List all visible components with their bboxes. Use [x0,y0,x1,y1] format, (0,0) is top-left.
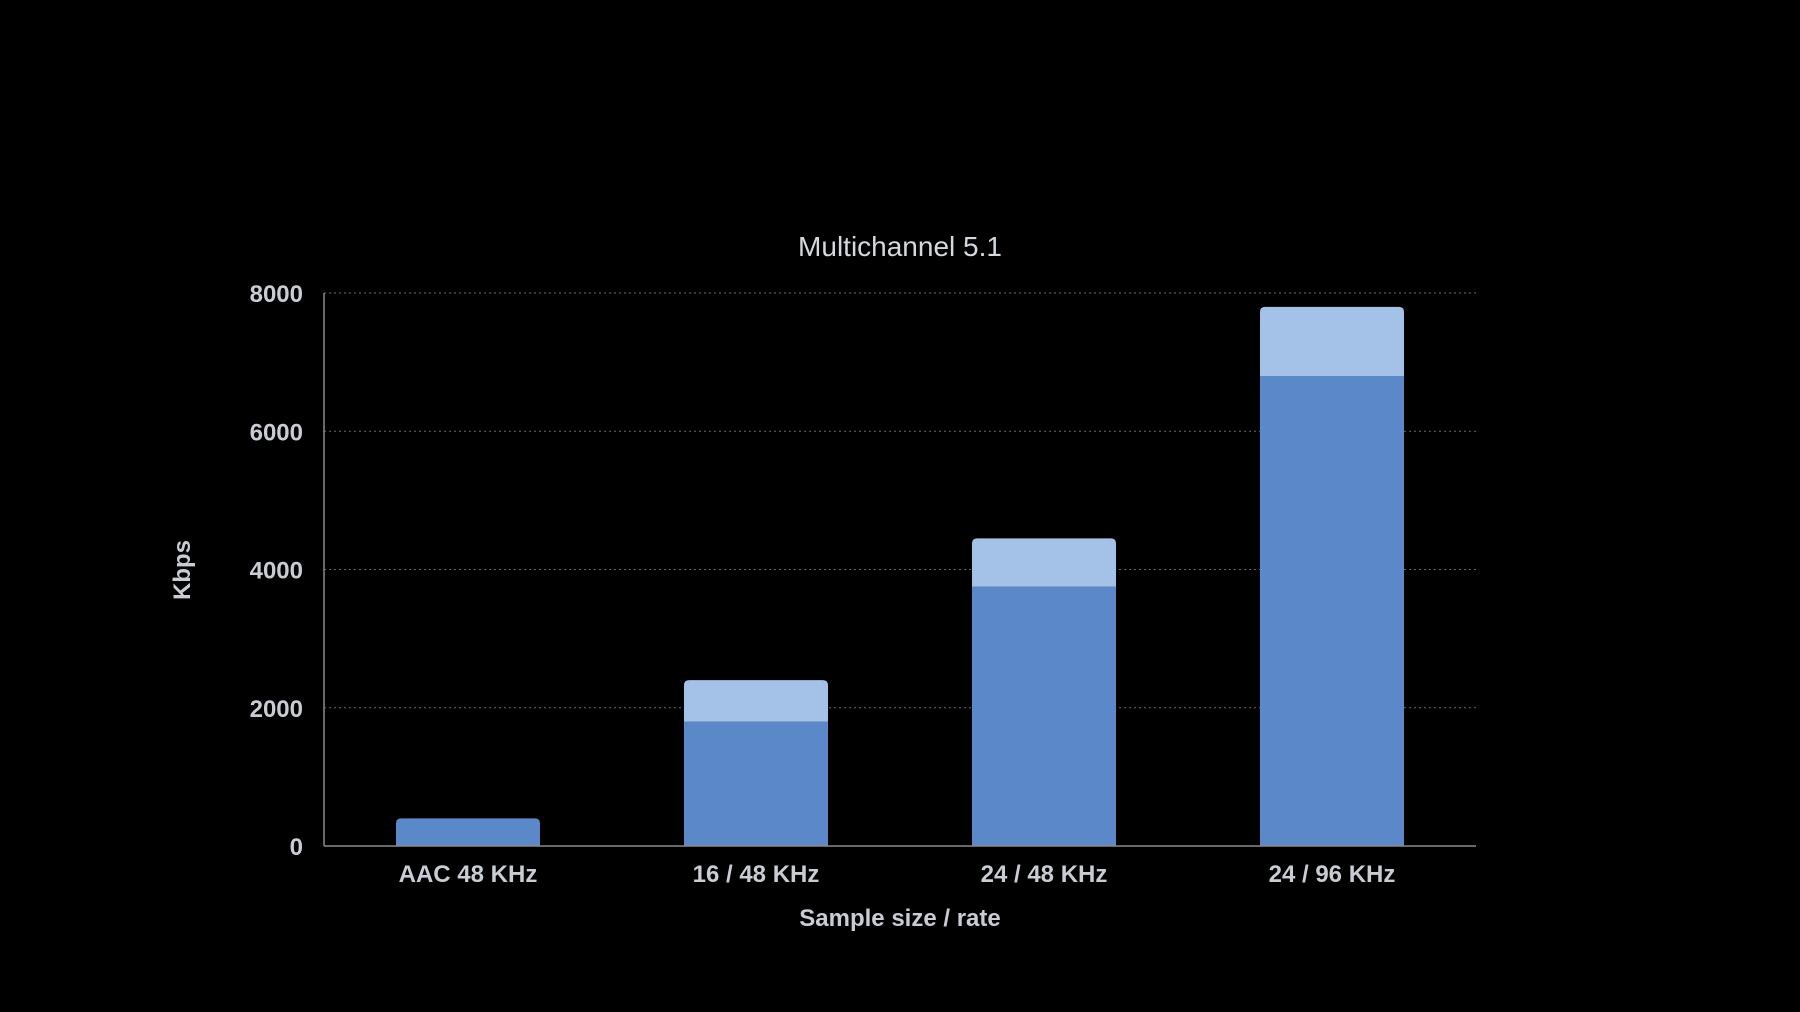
y-tick-label: 6000 [250,419,303,446]
bar-segment-base [1260,375,1404,846]
x-tick-label: AAC 48 KHz [399,861,538,888]
y-axis-ticks: 0 2000 4000 6000 8000 [250,281,303,861]
y-tick-label: 2000 [250,696,303,723]
bar-segment-top [972,538,1116,587]
y-tick-label: 4000 [250,558,303,585]
bar-segment-top [684,680,828,722]
bar-segment-base [396,818,540,846]
x-axis-ticks: AAC 48 KHz 16 / 48 KHz 24 / 48 KHz 24 / 96 … [399,861,1396,888]
x-tick-label: 16 / 48 KHz [693,861,820,888]
bar-segment-top [1260,306,1404,376]
y-tick-label: 8000 [250,281,303,308]
bar-segment-base [684,721,828,846]
y-axis-label: Kbps [169,540,196,600]
chart-title: Multichannel 5.1 [798,231,1002,262]
bars [396,306,1404,846]
x-axis-label: Sample size / rate [799,905,1000,932]
y-tick-label: 0 [290,834,303,861]
x-tick-label: 24 / 96 KHz [1269,861,1396,888]
x-tick-label: 24 / 48 KHz [981,861,1108,888]
bar-segment-base [972,586,1116,846]
